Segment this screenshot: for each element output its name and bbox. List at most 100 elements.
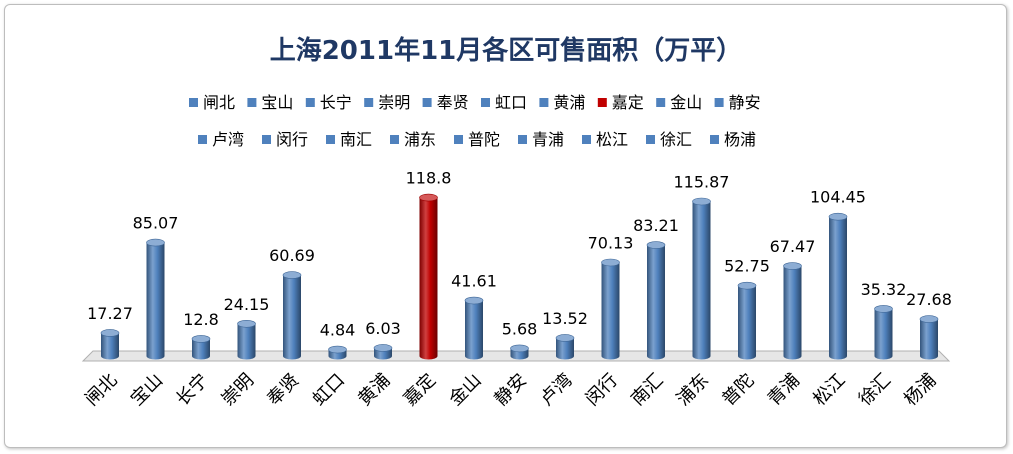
bar-top [100,329,120,337]
bar [737,281,757,360]
bar-body [738,285,756,360]
legend-swatch [247,98,257,107]
bar-top [373,344,393,352]
legend-swatch [305,98,315,107]
legend-label: 金山 [670,93,702,112]
bar [783,262,802,360]
bar [828,212,848,360]
legend-label: 虹口 [495,93,527,112]
legend-label: 静安 [729,93,761,112]
value-label: 60.69 [269,246,315,265]
x-tick-label: 奉贤 [263,370,303,410]
x-tick-label: 闸北 [81,370,121,410]
bar [100,329,120,360]
bar-body [783,266,802,360]
bar-body [874,308,893,360]
bar [874,305,893,360]
x-tick-label: 金山 [445,370,485,410]
bar-top [419,193,438,202]
bar-top [828,212,848,221]
x-tick-label: 浦东 [673,370,713,410]
bar-body [601,262,620,360]
x-tick-label: 青浦 [764,370,804,410]
legend-swatch [454,135,463,144]
legend-swatch [710,135,719,144]
bar-body [647,245,665,360]
bar [601,258,620,360]
x-tick-label: 长宁 [172,370,212,410]
legend-label: 长宁 [320,93,352,112]
legend-label: 松江 [596,130,628,149]
value-label: 17.27 [87,304,133,323]
bar-top [737,281,757,290]
x-tick-label: 普陀 [718,370,758,410]
legend-swatch [539,98,549,107]
bar-top [237,319,256,328]
legend-swatch [189,98,198,107]
bar-body [692,201,711,360]
value-label: 115.87 [674,173,730,192]
legend-swatch [582,135,591,144]
bar-top [328,345,347,354]
bar-top [191,335,211,343]
x-tick-label: 崇明 [218,370,258,410]
bar-top [282,271,302,279]
bar-chart: 上海2011年11月各区可售面积（万平） 闸北 宝山 长宁 崇明 奉贤 虹口 黄浦 嘉定 金山静… [81,35,952,410]
value-label: 24.15 [224,295,270,314]
legend-swatch [198,135,207,144]
bar [373,344,393,360]
bar [510,344,529,360]
bar-body [920,319,938,360]
bar [237,319,256,360]
value-label: 104.45 [810,188,866,207]
bar-top [555,334,575,342]
bar-top [646,241,666,249]
bar [191,335,211,360]
value-label: 118.8 [406,169,452,188]
x-tick-label: 静安 [491,370,531,410]
x-tick-label: 杨浦 [900,370,940,410]
chart-frame: 上海2011年11月各区可售面积（万平） 闸北 宝山 长宁 崇明 奉贤 虹口 黄浦 嘉定 金山静… [4,4,1007,448]
value-label: 83.21 [633,216,679,235]
legend-label: 闵行 [276,130,308,149]
bar-body [101,332,119,360]
x-tick-label: 松江 [809,370,849,410]
x-tick-label: 嘉定 [400,370,440,410]
value-label: 6.03 [365,319,401,338]
bar-body [465,300,483,360]
bar [419,193,438,360]
x-tick-label: 南汇 [627,370,667,410]
bar-body [419,197,438,360]
legend-swatch [262,135,271,144]
x-tick-label: 卢湾 [536,370,576,410]
bars [100,193,939,360]
legend-label: 闸北 [203,93,235,112]
value-label: 5.68 [502,319,538,338]
bar [282,271,302,360]
value-label: 4.84 [320,321,356,340]
bar [464,296,484,360]
x-tick-label: 闵行 [582,370,622,410]
value-label: 41.61 [451,272,497,291]
legend-label: 杨浦 [724,130,756,149]
legend-swatch [646,135,655,144]
value-label: 85.07 [133,214,179,233]
bar-top [510,344,529,353]
value-label: 70.13 [588,233,634,252]
legend-label: 徐汇 [660,130,692,149]
bar [646,241,666,360]
chart-title: 上海2011年11月各区可售面积（万平） [270,35,743,66]
legend-label: 青浦 [532,130,564,149]
x-tick-label: 黄浦 [354,370,394,410]
bar-body [146,242,165,360]
bar-body [283,275,301,360]
legend-swatch [326,135,335,144]
bar-top [601,258,620,267]
bar [328,345,347,360]
value-label: 52.75 [724,257,770,276]
bar-top [874,305,893,313]
legend-swatch [422,98,432,107]
value-label: 13.52 [542,309,588,328]
legend-label: 浦东 [404,130,436,149]
